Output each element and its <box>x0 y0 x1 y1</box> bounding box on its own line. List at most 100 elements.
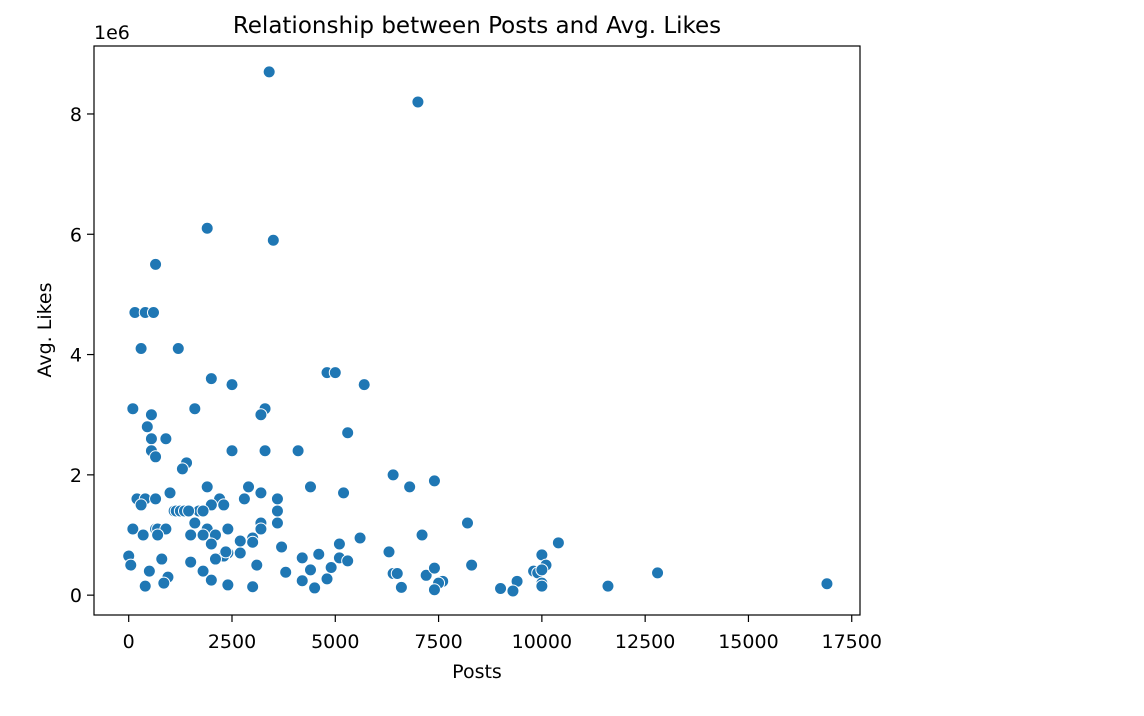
data-point <box>171 342 185 356</box>
data-point <box>254 408 268 422</box>
data-point <box>312 547 326 561</box>
data-point <box>204 537 218 551</box>
data-point <box>270 504 284 518</box>
data-point <box>196 564 210 578</box>
data-point <box>337 486 351 500</box>
data-point <box>382 545 396 559</box>
data-point <box>341 554 355 568</box>
data-point <box>320 572 334 586</box>
data-point <box>184 528 198 542</box>
x-tick-label: 0 <box>123 631 135 653</box>
data-point <box>535 579 549 593</box>
data-point <box>254 522 268 536</box>
x-tick-label: 17500 <box>822 631 882 653</box>
data-point <box>303 480 317 494</box>
data-point <box>188 402 202 416</box>
data-point <box>357 378 371 392</box>
data-point <box>328 366 342 380</box>
data-point <box>275 540 289 554</box>
data-point <box>163 486 177 500</box>
y-axis-offset-label: 1e6 <box>94 22 130 44</box>
data-point <box>341 426 355 440</box>
data-point <box>427 474 441 488</box>
data-point <box>225 378 239 392</box>
data-point <box>332 537 346 551</box>
x-tick-label: 12500 <box>615 631 675 653</box>
data-point <box>254 486 268 500</box>
data-point <box>233 534 247 548</box>
data-point <box>308 581 322 595</box>
data-point <box>200 221 214 235</box>
plot-frame <box>93 45 861 616</box>
data-point <box>200 480 214 494</box>
y-tick-label: 2 <box>70 465 82 487</box>
data-point <box>270 516 284 530</box>
data-point <box>157 576 171 590</box>
data-point <box>159 432 173 446</box>
data-point <box>427 583 441 597</box>
data-point <box>386 468 400 482</box>
data-point <box>250 558 264 572</box>
data-point <box>136 528 150 542</box>
data-point <box>126 402 140 416</box>
data-point <box>460 516 474 530</box>
data-point <box>140 420 154 434</box>
data-point <box>303 563 317 577</box>
data-point <box>151 528 165 542</box>
data-point <box>134 498 148 512</box>
x-tick-label: 7500 <box>414 631 462 653</box>
data-point <box>601 579 615 593</box>
data-point <box>494 582 508 596</box>
data-point <box>246 535 260 549</box>
data-point <box>124 558 138 572</box>
data-point <box>465 558 479 572</box>
data-point <box>237 492 251 506</box>
data-point <box>204 372 218 386</box>
data-point <box>149 450 163 464</box>
y-tick-label: 6 <box>70 224 82 246</box>
data-point <box>142 564 156 578</box>
data-point <box>270 492 284 506</box>
data-point <box>221 522 235 536</box>
data-point <box>144 408 158 422</box>
data-point <box>266 233 280 247</box>
x-axis-label: Posts <box>452 661 502 683</box>
data-point <box>551 536 565 550</box>
x-tick-label: 15000 <box>718 631 778 653</box>
x-tick-label: 2500 <box>208 631 256 653</box>
data-point <box>146 305 160 319</box>
data-point <box>427 561 441 575</box>
data-point <box>535 563 549 577</box>
data-point <box>144 432 158 446</box>
data-point <box>126 522 140 536</box>
data-point <box>324 560 338 574</box>
data-point <box>233 546 247 560</box>
data-point <box>138 579 152 593</box>
y-axis-ticks: 0 2 4 6 8 <box>70 104 94 607</box>
data-point <box>279 565 293 579</box>
data-point <box>149 492 163 506</box>
data-point <box>221 578 235 592</box>
data-point <box>291 444 305 458</box>
data-point <box>353 531 367 545</box>
x-axis-ticks: 0 2500 5000 7500 10000 12500 15000 17500 <box>123 615 882 653</box>
x-tick-label: 5000 <box>311 631 359 653</box>
data-point <box>390 566 404 580</box>
data-point <box>403 480 417 494</box>
data-point <box>246 580 260 594</box>
data-point <box>155 552 169 566</box>
chart-title: Relationship between Posts and Avg. Like… <box>233 13 721 39</box>
y-tick-label: 8 <box>70 104 82 126</box>
data-point <box>175 462 189 476</box>
y-axis-label: Avg. Likes <box>34 282 56 377</box>
data-point <box>208 552 222 566</box>
data-point <box>419 568 433 582</box>
data-point <box>219 545 233 559</box>
data-point <box>217 498 231 512</box>
data-point <box>506 584 520 598</box>
data-point <box>262 65 276 79</box>
y-tick-label: 4 <box>70 345 82 367</box>
data-point <box>204 573 218 587</box>
data-point <box>182 504 196 518</box>
